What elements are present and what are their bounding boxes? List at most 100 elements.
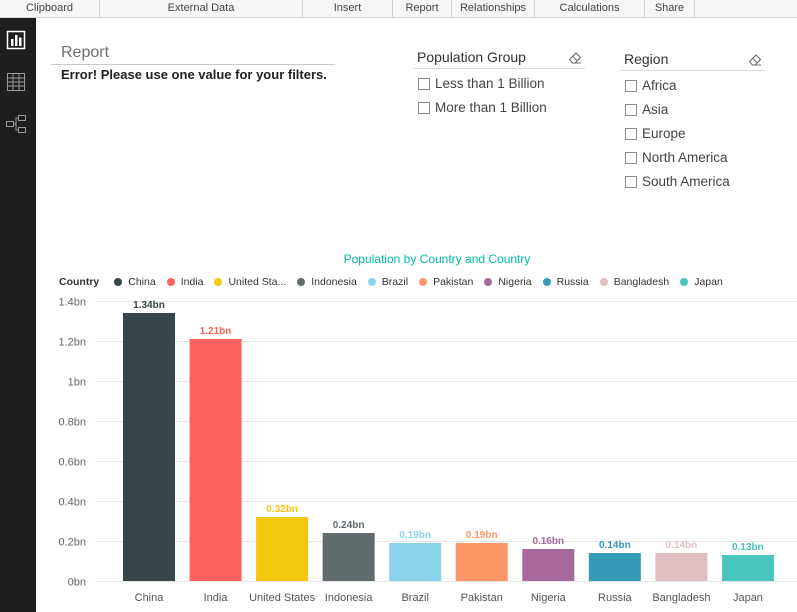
legend-item-india[interactable]: India	[166, 275, 204, 289]
x-axis-tick-label: Nigeria	[531, 592, 567, 604]
slicer-item-label: More than 1 Billion	[435, 100, 547, 115]
legend-marker	[542, 278, 551, 286]
slicer-item-europe[interactable]: Europe	[620, 122, 765, 146]
filter-error-message: Error! Please use one value for your fil…	[61, 67, 327, 82]
legend-label: India	[180, 276, 204, 288]
legend-marker	[484, 278, 493, 286]
data-label-china: 1.34bn	[133, 300, 165, 311]
y-axis-tick-label: 0.4bn	[58, 497, 86, 509]
legend-item-bangladesh[interactable]: Bangladesh	[599, 275, 670, 289]
y-axis-tick-label: 1.2bn	[58, 337, 86, 349]
data-label-pakistan: 0.19bn	[466, 530, 498, 541]
y-axis-tick-label: 0.6bn	[58, 457, 86, 469]
slicer-items: Africa Asia Europe North America South A…	[620, 74, 765, 194]
legend-marker	[166, 278, 175, 286]
relationships-view-icon	[6, 115, 26, 133]
legend-marker	[680, 278, 689, 286]
legend-label: Bangladesh	[613, 276, 670, 288]
report-text-box[interactable]: Report Error! Please use one value for y…	[51, 44, 335, 82]
slicer-title: Region	[624, 51, 669, 67]
legend-item-brazil[interactable]: Brazil	[367, 275, 409, 289]
legend-label: Japan	[694, 276, 723, 288]
checkbox[interactable]	[625, 176, 637, 188]
slicer-item-africa[interactable]: Africa	[620, 74, 765, 98]
data-label-nigeria: 0.16bn	[532, 536, 564, 547]
slicer-header: Region	[620, 50, 765, 71]
x-axis-tick-label: United States	[249, 592, 316, 604]
legend-marker	[419, 278, 428, 286]
slicer-item-south-america[interactable]: South America	[620, 170, 765, 194]
slicer-item-label: Less than 1 Billion	[435, 76, 545, 91]
legend-item-russia[interactable]: Russia	[542, 275, 589, 289]
ribbon-group-report: Report	[393, 0, 452, 17]
x-axis-tick-label: Indonesia	[325, 592, 374, 604]
x-axis-tick-label: China	[135, 592, 165, 604]
legend-label: Brazil	[381, 276, 409, 288]
slicer-items: Less than 1 Billion More than 1 Billion	[413, 72, 585, 120]
legend-label: Russia	[556, 276, 589, 288]
x-axis-tick-label: Pakistan	[461, 592, 503, 604]
legend-item-indonesia[interactable]: Indonesia	[297, 275, 357, 289]
eraser-icon[interactable]	[568, 51, 582, 64]
data-label-bangladesh: 0.14bn	[666, 540, 698, 551]
legend-item-pakistan[interactable]: Pakistan	[419, 275, 473, 289]
slicer-item-asia[interactable]: Asia	[620, 98, 765, 122]
report-title: Report	[51, 44, 335, 65]
checkbox[interactable]	[625, 128, 637, 140]
checkbox[interactable]	[418, 102, 430, 114]
y-axis-tick-label: 0.2bn	[58, 537, 86, 549]
legend-marker	[367, 278, 376, 286]
slicer-item-more-than-1-billion[interactable]: More than 1 Billion	[413, 96, 585, 120]
ribbon-group-insert: Insert	[303, 0, 393, 17]
eraser-icon[interactable]	[748, 53, 762, 66]
data-view-icon	[7, 73, 25, 91]
ribbon-group-relationships: Relationships	[452, 0, 535, 17]
checkbox[interactable]	[418, 78, 430, 90]
bar-japan[interactable]	[721, 555, 774, 581]
data-label-indonesia: 0.24bn	[333, 520, 365, 531]
report-view-button[interactable]	[0, 19, 36, 61]
bar-pakistan[interactable]	[455, 543, 508, 581]
y-axis-tick-label: 1bn	[68, 377, 86, 389]
data-label-brazil: 0.19bn	[399, 530, 431, 541]
x-axis-tick-label: Brazil	[401, 592, 429, 604]
legend-label: United Sta...	[228, 276, 287, 288]
legend-marker	[214, 278, 223, 286]
checkbox[interactable]	[625, 152, 637, 164]
relationships-view-button[interactable]	[0, 103, 36, 145]
legend-title: Country	[59, 276, 100, 288]
bar-india[interactable]	[189, 339, 242, 581]
bar-nigeria[interactable]	[522, 549, 575, 581]
legend-item-united-states[interactable]: United Sta...	[214, 275, 286, 289]
checkbox[interactable]	[625, 104, 637, 116]
legend-item-japan[interactable]: Japan	[680, 275, 723, 289]
y-axis-tick-label: 1.4bn	[58, 297, 86, 309]
data-label-united-states: 0.32bn	[266, 504, 298, 515]
slicer-header: Population Group	[413, 48, 585, 69]
slicer-item-label: North America	[642, 150, 728, 165]
column-chart-plot: 0bn 0.2bn 0.4bn 0.6bn 0.8bn 1bn 1.2bn 1.4bn 1.34…	[58, 297, 797, 604]
ribbon-group-calculations: Calculations	[535, 0, 645, 17]
legend-item-nigeria[interactable]: Nigeria	[484, 275, 532, 289]
slicer-item-label: South America	[642, 174, 730, 189]
data-view-button[interactable]	[0, 61, 36, 103]
bar-indonesia[interactable]	[322, 533, 375, 581]
population-group-slicer: Population Group Less than 1 Billion Mor…	[413, 48, 585, 120]
chart-legend: Country China India United Sta... Indone…	[59, 275, 734, 289]
checkbox[interactable]	[625, 80, 637, 92]
legend-item-china[interactable]: China	[114, 275, 156, 289]
bar-china[interactable]	[123, 313, 175, 581]
bar-united-states[interactable]	[256, 517, 309, 581]
bar-russia[interactable]	[588, 553, 641, 581]
x-axis-tick-label: Bangladesh	[652, 592, 710, 604]
ribbon-group-share: Share	[645, 0, 695, 17]
bar-bangladesh[interactable]	[655, 553, 708, 581]
region-slicer: Region Africa Asia Europe North	[620, 50, 765, 194]
slicer-item-less-than-1-billion[interactable]: Less than 1 Billion	[413, 72, 585, 96]
data-label-india: 1.21bn	[200, 326, 232, 337]
legend-marker	[599, 278, 608, 286]
slicer-item-north-america[interactable]: North America	[620, 146, 765, 170]
bar-brazil[interactable]	[389, 543, 442, 581]
y-axis-tick-label: 0bn	[68, 577, 86, 589]
ribbon-group-external-data: External Data	[100, 0, 303, 17]
